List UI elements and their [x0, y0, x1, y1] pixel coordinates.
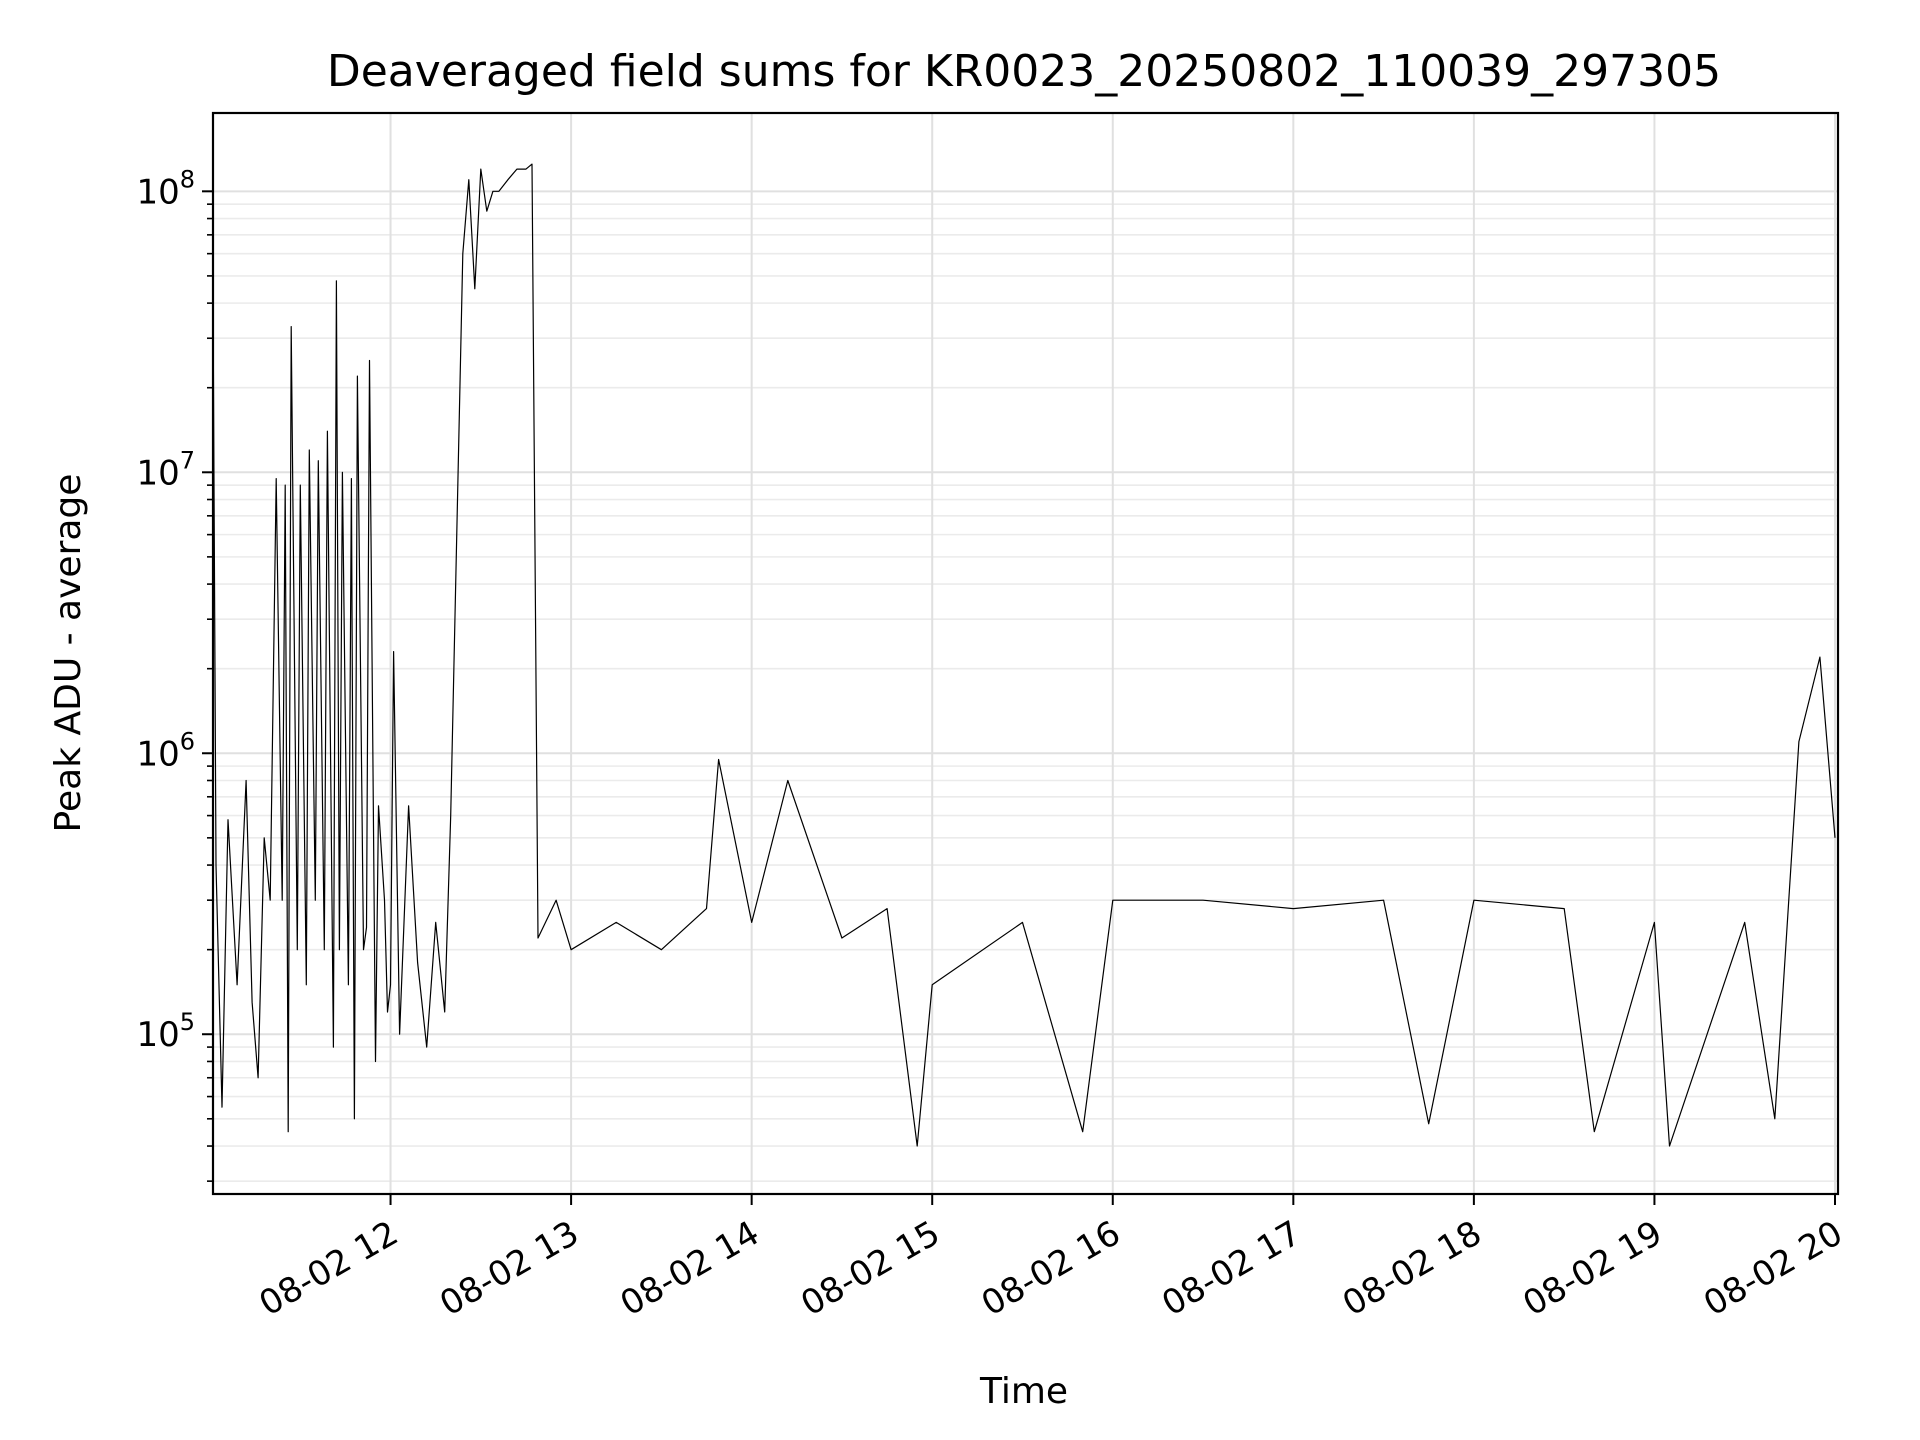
chart-title: Deaveraged field sums for KR0023_2025080…	[327, 46, 1721, 97]
y-tick-label: 105	[136, 1008, 195, 1055]
series-line	[212, 163, 1836, 1147]
y-tick-label: 107	[136, 446, 195, 493]
y-tick-label: 106	[136, 727, 195, 774]
y-tick-label: 108	[136, 165, 195, 212]
y-axis: 105 106 107 108	[136, 165, 213, 1182]
y-axis-label: Peak ADU - average	[48, 474, 89, 833]
x-axis-label: Time	[979, 1371, 1068, 1412]
plot-area	[212, 163, 1836, 1147]
plot-frame	[211, 111, 1840, 1196]
grid	[213, 113, 1838, 1194]
